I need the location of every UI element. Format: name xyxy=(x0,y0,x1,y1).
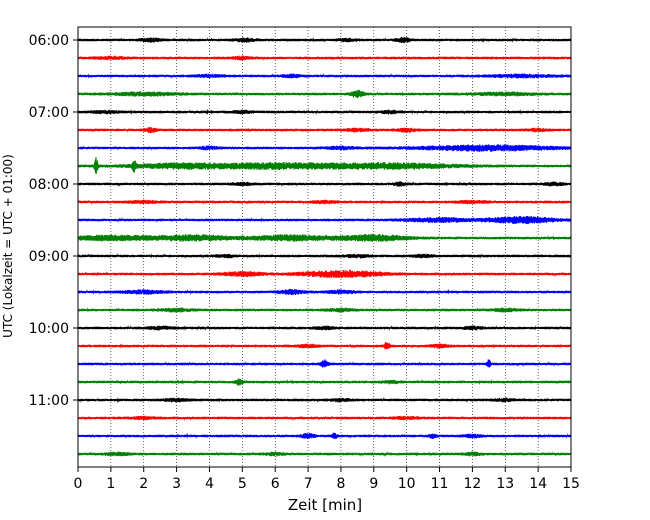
x-tick-label: 4 xyxy=(205,476,214,492)
x-tick-label: 15 xyxy=(562,476,580,492)
trace-1130 xyxy=(77,432,572,440)
trace-0930 xyxy=(77,288,572,296)
x-tick-label: 14 xyxy=(529,476,547,492)
trace-0730 xyxy=(77,144,572,152)
trace-0815 xyxy=(77,199,572,205)
trace-1115 xyxy=(77,415,572,421)
x-tick-label: 1 xyxy=(106,476,115,492)
x-tick-label: 10 xyxy=(398,476,416,492)
x-tick-label: 6 xyxy=(271,476,280,492)
x-tick-label: 7 xyxy=(304,476,313,492)
trace-0645 xyxy=(77,89,572,98)
x-tick-label: 8 xyxy=(336,476,345,492)
y-tick-label: 11:00 xyxy=(29,393,69,409)
plot-frame xyxy=(77,26,572,468)
x-tick-label: 3 xyxy=(172,476,181,492)
trace-0600 xyxy=(77,36,572,44)
trace-1030 xyxy=(77,359,572,368)
x-tick-label: 11 xyxy=(431,476,449,492)
y-tick-label: 10:00 xyxy=(29,321,69,337)
trace-0800 xyxy=(77,181,572,187)
y-tick-label: 09:00 xyxy=(29,249,69,265)
trace-1015 xyxy=(77,342,572,350)
trace-0830 xyxy=(77,215,572,225)
trace-0845 xyxy=(77,233,572,242)
x-tick-label: 0 xyxy=(74,476,83,492)
trace-1100 xyxy=(77,397,572,403)
trace-1145 xyxy=(77,451,572,457)
trace-0945 xyxy=(77,307,572,313)
grid-lines xyxy=(110,27,539,467)
y-axis-ticks: 06:00 07:00 08:00 09:00 10:00 11:00 xyxy=(29,33,78,409)
trace-0915 xyxy=(77,269,572,279)
y-tick-label: 07:00 xyxy=(29,105,69,121)
x-tick-label: 5 xyxy=(238,476,247,492)
trace-0615 xyxy=(77,55,572,61)
y-tick-label: 08:00 xyxy=(29,177,69,193)
x-tick-label: 13 xyxy=(496,476,514,492)
trace-0715 xyxy=(77,127,572,134)
trace-lines xyxy=(77,36,572,457)
x-tick-label: 12 xyxy=(463,476,481,492)
y-axis-label: UTC (Lokalzeit = UTC + 01:00) xyxy=(1,154,15,338)
trace-1045 xyxy=(77,378,572,386)
trace-1000 xyxy=(77,325,572,331)
x-tick-label: 9 xyxy=(369,476,378,492)
x-axis-ticks: 0 1 2 3 4 5 6 7 8 9 10 11 12 13 14 15 xyxy=(74,467,580,492)
trace-0900 xyxy=(77,253,572,259)
trace-0700 xyxy=(77,109,572,115)
trace-0630 xyxy=(77,73,572,79)
trace-0745 xyxy=(77,157,572,174)
x-tick-label: 2 xyxy=(139,476,148,492)
x-axis-label: Zeit [min] xyxy=(288,496,362,514)
y-tick-label: 06:00 xyxy=(29,33,69,49)
